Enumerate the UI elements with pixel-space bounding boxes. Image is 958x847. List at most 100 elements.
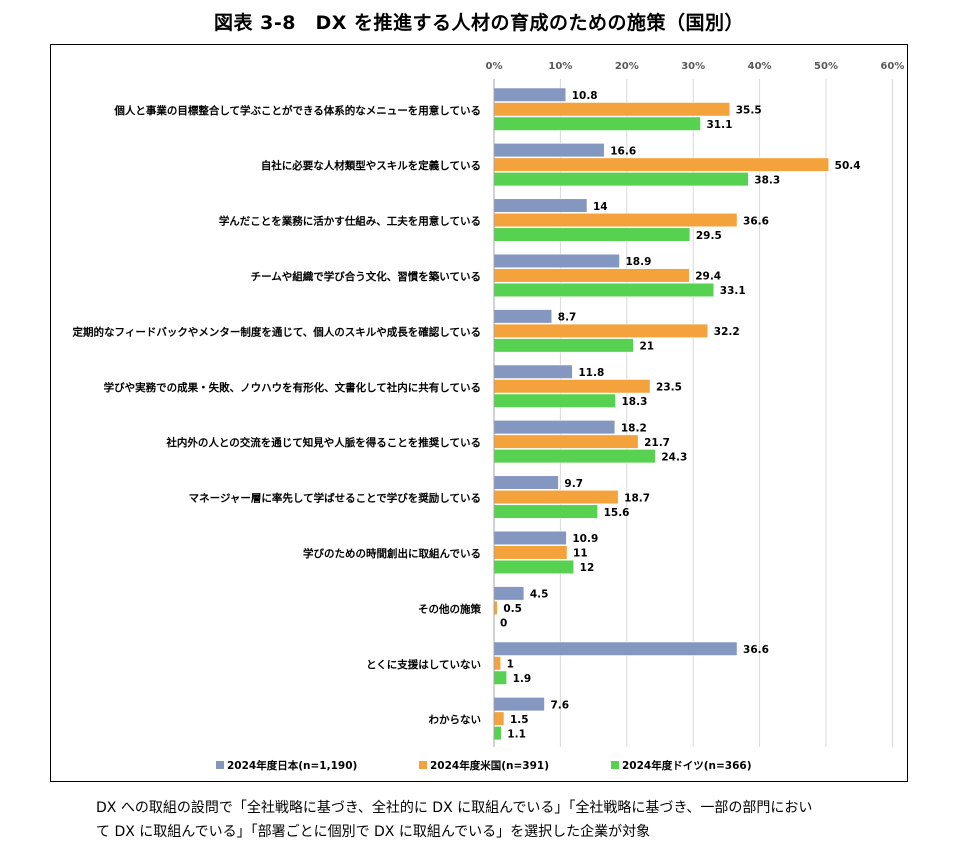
data-label: 36.6 bbox=[743, 215, 769, 227]
bar bbox=[493, 253, 620, 268]
bar bbox=[493, 559, 574, 574]
x-tick-label: 20% bbox=[615, 61, 639, 72]
bar bbox=[493, 268, 690, 283]
data-label: 1.9 bbox=[513, 673, 532, 685]
category-label: わからない bbox=[429, 714, 482, 726]
footnote: DX への取組の設問で「全社戦略に基づき、全社的に DX に取組んでいる」「全社… bbox=[96, 796, 926, 844]
data-label: 24.3 bbox=[661, 451, 687, 463]
bar bbox=[493, 393, 616, 408]
data-label: 9.7 bbox=[564, 478, 583, 490]
bar bbox=[493, 198, 588, 213]
bar bbox=[493, 475, 559, 490]
legend-swatch bbox=[611, 761, 619, 769]
data-label: 16.6 bbox=[610, 145, 636, 157]
data-label: 21.7 bbox=[644, 437, 670, 449]
data-label: 31.1 bbox=[707, 119, 733, 131]
bar bbox=[493, 157, 829, 172]
bar bbox=[493, 323, 709, 338]
bar-chart: 0% 10% 20% 30% 40% 50% 60% 個人と事業の目標整合して学ぶことができる… bbox=[72, 61, 905, 772]
category-label: 社内外の人との交流を通じて知見や人脈を得ることを推奨している bbox=[165, 436, 481, 449]
bar bbox=[493, 379, 651, 394]
bar bbox=[493, 309, 553, 324]
data-label: 29.4 bbox=[695, 271, 721, 283]
data-label: 10.8 bbox=[572, 90, 598, 102]
data-label: 0.5 bbox=[503, 603, 522, 615]
data-label: 18.9 bbox=[625, 256, 651, 268]
x-tick-label: 10% bbox=[548, 61, 572, 72]
x-tick-label: 50% bbox=[814, 61, 838, 72]
x-tick-label: 30% bbox=[681, 61, 705, 72]
data-label: 35.5 bbox=[736, 105, 762, 117]
bar bbox=[493, 116, 701, 131]
data-label: 32.2 bbox=[714, 326, 740, 338]
category-label: 定期的なフィードバックやメンター制度を通じて、個人のスキルや成長を確認している bbox=[72, 325, 481, 338]
legend-swatch bbox=[419, 761, 427, 769]
data-label: 21 bbox=[639, 341, 654, 353]
data-label: 8.7 bbox=[558, 312, 577, 324]
bar bbox=[493, 726, 502, 741]
footnote-line-2: て DX に取組んでいる」「部署ごとに個別で DX に取組んでいる」を選択した企… bbox=[96, 824, 651, 840]
bar bbox=[493, 102, 730, 117]
data-label: 50.4 bbox=[835, 160, 861, 172]
data-label: 1.1 bbox=[507, 728, 526, 740]
bar bbox=[493, 545, 568, 560]
legend-label: 2024年度日本(n=1,190) bbox=[227, 759, 357, 772]
data-label: 0 bbox=[500, 618, 507, 630]
data-label: 12 bbox=[580, 562, 595, 574]
category-label: 学びのための時間創出に取組んでいる bbox=[303, 547, 481, 560]
bar bbox=[493, 656, 501, 671]
data-label: 29.5 bbox=[696, 230, 722, 242]
category-label: 個人と事業の目標整合して学ぶことができる体系的なメニューを用意している bbox=[113, 104, 481, 117]
bar bbox=[493, 449, 656, 464]
bar bbox=[493, 530, 567, 545]
bar bbox=[493, 227, 691, 242]
data-label: 11 bbox=[573, 548, 588, 560]
bar bbox=[493, 490, 619, 505]
legend-label: 2024年度ドイツ(n=366) bbox=[622, 759, 752, 772]
bar bbox=[493, 586, 525, 601]
category-label: その他の施策 bbox=[418, 602, 481, 615]
category-label: 学びや実務での成果・失敗、ノウハウを有形化、文書化して社内に共有している bbox=[104, 381, 481, 394]
bar bbox=[493, 670, 507, 685]
category-label: 学んだことを業務に活かす仕組み、工夫を用意している bbox=[219, 215, 481, 228]
data-label: 18.2 bbox=[621, 422, 647, 434]
legend-label: 2024年度米国(n=391) bbox=[430, 759, 549, 772]
data-label: 1 bbox=[507, 659, 514, 671]
category-label: 自社に必要な人材類型やスキルを定義している bbox=[261, 159, 481, 172]
data-label: 23.5 bbox=[656, 382, 682, 394]
category-label: マネージャー層に率先して学ばせることで学びを奨励している bbox=[189, 492, 481, 505]
data-label: 11.8 bbox=[578, 367, 604, 379]
bar bbox=[493, 172, 749, 187]
bar bbox=[493, 711, 505, 726]
bar bbox=[493, 504, 598, 519]
data-label: 38.3 bbox=[754, 174, 780, 186]
bar bbox=[493, 697, 545, 712]
data-label: 1.5 bbox=[510, 714, 529, 726]
bar bbox=[493, 434, 639, 449]
x-tick-label: 60% bbox=[880, 61, 904, 72]
bar bbox=[493, 420, 616, 435]
data-label: 4.5 bbox=[530, 589, 549, 601]
data-label: 10.9 bbox=[572, 533, 598, 545]
bar bbox=[493, 213, 738, 228]
category-label: とくに支援はしていない bbox=[366, 658, 481, 671]
bar bbox=[493, 143, 605, 158]
chart-frame: 0% 10% 20% 30% 40% 50% 60% 個人と事業の目標整合して学ぶことができる… bbox=[50, 44, 908, 782]
data-label: 18.7 bbox=[624, 492, 650, 504]
data-label: 33.1 bbox=[720, 285, 746, 297]
x-tick-label: 40% bbox=[748, 61, 772, 72]
bar bbox=[493, 338, 634, 353]
bar bbox=[493, 282, 715, 297]
x-tick-label: 0% bbox=[486, 61, 503, 72]
category-label: チームや組織で学び合う文化、習慣を築いている bbox=[251, 270, 481, 283]
bar bbox=[493, 364, 573, 379]
chart-title: 図表 3-8 DX を推進する人材の育成のための施策（国別） bbox=[214, 12, 744, 34]
legend-swatch bbox=[216, 761, 224, 769]
bar bbox=[493, 641, 738, 656]
data-label: 36.6 bbox=[743, 644, 769, 656]
bar bbox=[493, 87, 566, 102]
footnote-line-1: DX への取組の設問で「全社戦略に基づき、全社的に DX に取組んでいる」「全社… bbox=[96, 800, 813, 816]
data-label: 7.6 bbox=[550, 699, 569, 711]
data-label: 14 bbox=[593, 201, 608, 213]
data-label: 18.3 bbox=[622, 396, 648, 408]
